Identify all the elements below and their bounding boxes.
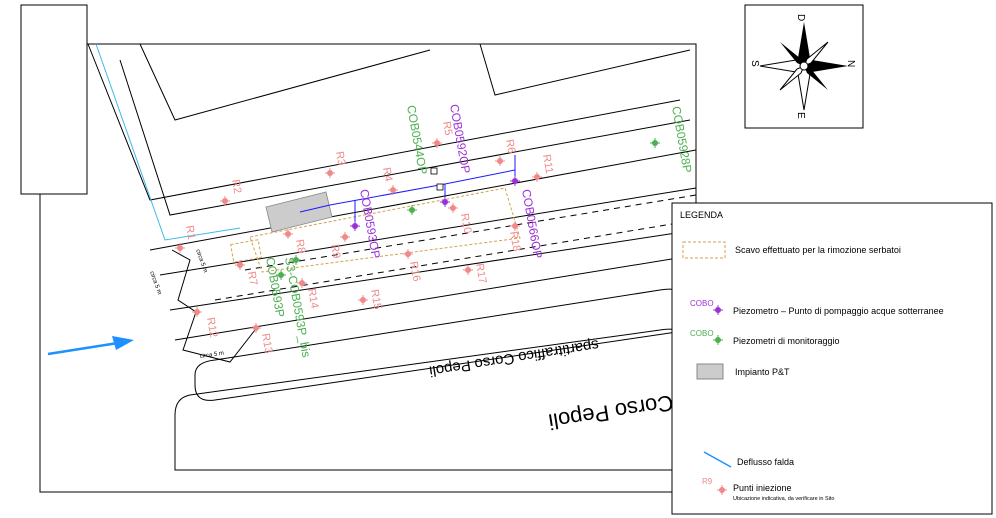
- injection-point: [220, 196, 230, 206]
- monitoring-piezometer: [291, 255, 301, 265]
- legend-excavation-label: Scavo effettuato per la rimozione serbat…: [735, 245, 901, 255]
- legend-pumping-code: COBO: [690, 299, 714, 308]
- injection-point-label: R7: [245, 270, 259, 286]
- injection-point-label: R9: [328, 243, 342, 259]
- pipe-fittings: [430, 167, 444, 191]
- legend-injection-note: Ubicazione indicativa, da verificare in …: [733, 496, 835, 502]
- monitoring-piezometer-label: COB05928P: [669, 105, 694, 174]
- monitoring-piezometer: [276, 270, 286, 280]
- injection-points: R1 R2 R3 R4 R5 R6 R7 R8 R9 R10 R11 R12 R13 R14 R15 R16 R…: [175, 120, 555, 354]
- injection-point-label: R3: [333, 150, 347, 166]
- compass-rose: D S N E: [744, 4, 864, 129]
- injection-point-label: R4: [380, 166, 394, 182]
- injection-point-label: R12: [204, 316, 219, 338]
- injection-point: [432, 138, 442, 148]
- injection-point-label: R5: [440, 120, 454, 136]
- injection-point: [325, 168, 335, 178]
- compass-right: N: [845, 60, 856, 67]
- injection-point: [192, 307, 202, 317]
- injection-point-label: R2: [229, 178, 243, 194]
- injection-point-label: R8: [293, 238, 307, 254]
- pt-plant: [265, 191, 333, 233]
- injection-point-label: R6: [503, 138, 517, 154]
- injection-point: [235, 260, 245, 270]
- injection-point-label: R13: [259, 332, 274, 354]
- injection-point-label: R11: [540, 153, 555, 174]
- compass-left: S: [749, 60, 760, 67]
- compass-bottom: E: [795, 112, 806, 119]
- legend-title: LEGENDA: [680, 210, 723, 220]
- excavation-area: [249, 187, 521, 273]
- property-boundary: [95, 43, 241, 241]
- injection-point: [448, 203, 458, 213]
- legend-excavation-swatch: [682, 241, 726, 259]
- injection-point: [297, 278, 307, 288]
- pumping-piezometer: [440, 197, 450, 207]
- injection-point-label: R18: [507, 230, 522, 252]
- injection-point: [532, 172, 542, 182]
- injection-point: [510, 221, 520, 231]
- title-block: [20, 4, 88, 195]
- street-label: Corso Pepoli: [547, 390, 675, 434]
- compass-top: D: [795, 14, 806, 21]
- injection-point: [388, 185, 398, 195]
- legend-monitoring-label: Piezometri di monitoraggio: [733, 336, 840, 346]
- monitoring-piezometer-label: COB0544OP: [404, 104, 430, 175]
- median-label: spartitraffico Corso Pepoli: [428, 336, 600, 380]
- legend-plant-swatch: [696, 363, 724, 380]
- dimension-label: circa 5 m: [194, 249, 208, 274]
- injection-point-label: R10: [458, 212, 473, 234]
- legend-flow-symbol: [703, 451, 732, 468]
- injection-point: [283, 229, 293, 239]
- legend-monitoring-symbol: [713, 335, 723, 345]
- injection-point: [358, 295, 368, 305]
- monitoring-piezometer: [650, 138, 660, 148]
- legend-plant-label: Impianto P&T: [735, 367, 790, 377]
- injection-point: [251, 323, 261, 333]
- legend-flow-label: Deflusso falda: [737, 457, 794, 467]
- legend-monitoring-code: COBO: [690, 329, 714, 338]
- injection-point: [403, 249, 413, 259]
- legend-injection-label: Punti iniezione: [733, 483, 792, 493]
- groundwater-flow-arrow: [47, 336, 134, 356]
- legend: LEGENDA Scavo effettuato per la rimozion…: [671, 202, 993, 515]
- road-edges: [149, 149, 697, 341]
- lane-dashes: [214, 194, 697, 301]
- injection-point-label: R1: [183, 224, 197, 240]
- injection-point: [175, 243, 185, 253]
- injection-point-label: R15: [368, 288, 383, 310]
- legend-pumping-label: Piezometro – Punto di pompaggio acque so…: [733, 306, 944, 316]
- injection-point-label: R16: [407, 260, 422, 282]
- injection-point-label: R17: [473, 262, 488, 284]
- pumping-piezometer: [510, 176, 520, 186]
- monitoring-piezometer: [407, 205, 417, 215]
- pumping-piezometer-label: COB0593OP: [357, 188, 383, 259]
- injection-point: [463, 265, 473, 275]
- building-outlines: [87, 43, 691, 216]
- dimension-label: circa 5 m: [199, 351, 224, 360]
- injection-point: [495, 156, 505, 166]
- legend-pumping-symbol: [713, 305, 723, 315]
- injection-point: [340, 232, 350, 242]
- excavation-area-small: [230, 239, 262, 263]
- dimension-label: circa 5 m: [148, 271, 162, 296]
- legend-injection-code: R9: [702, 477, 713, 486]
- legend-box: [671, 202, 993, 515]
- legend-injection-symbol: [717, 485, 727, 495]
- injection-point-label: R14: [305, 287, 320, 309]
- pumping-piezometer: [350, 221, 360, 231]
